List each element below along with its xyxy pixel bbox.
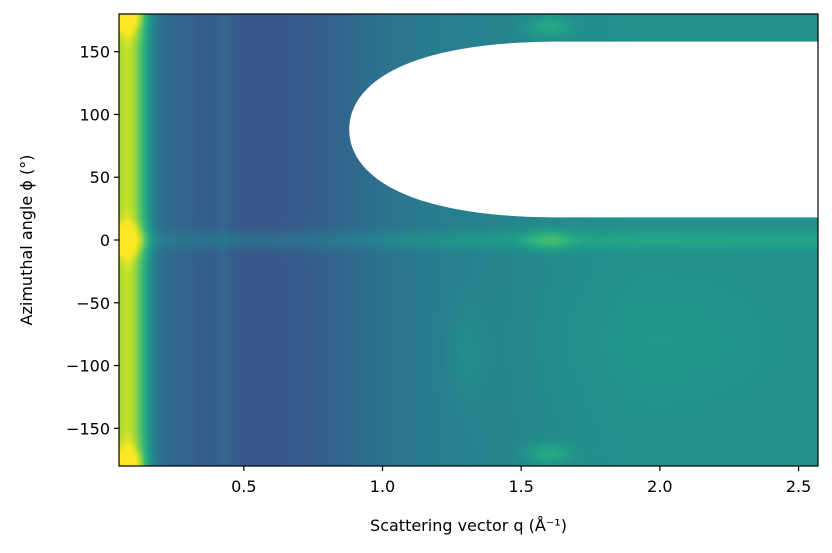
x-tick-label: 0.5 — [231, 477, 256, 496]
x-axis-label: Scattering vector q (Å⁻¹) — [370, 516, 567, 535]
y-tick-label: −150 — [66, 419, 110, 438]
x-tick-label: 2.0 — [647, 477, 672, 496]
y-tick-label: −50 — [76, 294, 110, 313]
plot-area — [119, 14, 818, 466]
x-tick-label: 1.5 — [508, 477, 533, 496]
y-axis-label: Azimuthal angle ϕ (°) — [17, 155, 36, 326]
y-tick-label: −100 — [66, 357, 110, 376]
masked-region — [349, 41, 818, 218]
y-tick-label: 0 — [100, 231, 110, 250]
x-tick-label: 1.0 — [370, 477, 395, 496]
y-axis: 150 100 50 0 −50 −100 −150 — [66, 43, 119, 438]
y-tick-label: 150 — [79, 43, 110, 62]
y-tick-label: 50 — [90, 168, 110, 187]
x-tick-label: 2.5 — [786, 477, 811, 496]
y-tick-label: 100 — [79, 105, 110, 124]
x-axis: 0.5 1.0 1.5 2.0 2.5 — [231, 466, 811, 496]
